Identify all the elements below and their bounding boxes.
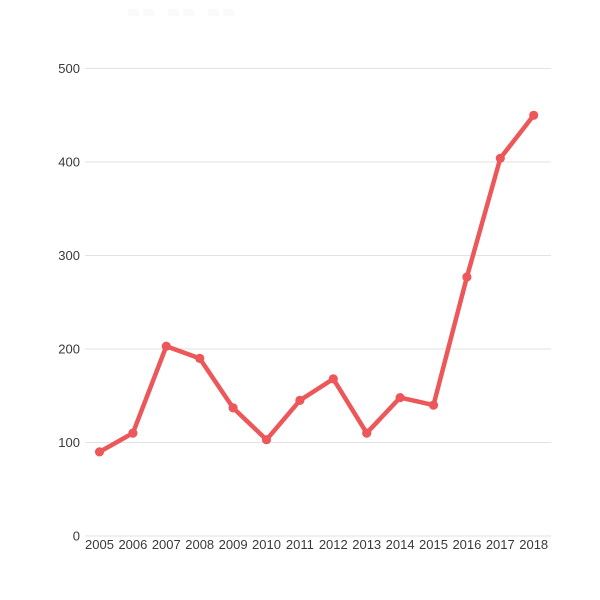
- x-tick-label: 2007: [152, 537, 181, 552]
- data-point: [328, 374, 338, 384]
- trend-line: [97, 113, 536, 455]
- x-tick-label: 2011: [286, 537, 314, 552]
- y-tick-label: 300: [58, 248, 80, 263]
- y-tick-label: 400: [58, 155, 80, 170]
- x-tick-label: 2009: [219, 537, 248, 552]
- x-tick-label: 2010: [252, 537, 281, 552]
- y-tick-label: 500: [58, 61, 80, 76]
- data-point: [161, 341, 171, 351]
- data-point: [529, 110, 539, 120]
- data-point: [261, 435, 272, 445]
- x-tick-label: 2013: [352, 537, 381, 552]
- data-point: [462, 272, 472, 282]
- x-tick-label: 2005: [85, 537, 114, 552]
- x-tick-label: 2014: [386, 537, 415, 552]
- data-point: [195, 353, 205, 363]
- data-point: [228, 403, 238, 413]
- x-tick-label: 2018: [519, 537, 548, 552]
- data-point: [362, 428, 372, 438]
- data-point: [495, 153, 505, 163]
- y-tick-label: 100: [58, 435, 80, 450]
- x-tick-label: 2017: [486, 537, 515, 552]
- data-point: [128, 428, 138, 438]
- x-tick-label: 2016: [452, 537, 481, 552]
- x-tick-label: 2012: [319, 537, 348, 552]
- data-point: [395, 393, 405, 403]
- y-tick-label: 200: [58, 342, 80, 357]
- data-point: [295, 395, 305, 405]
- y-tick-label: 0: [73, 529, 80, 544]
- x-tick-label: 2006: [118, 537, 147, 552]
- x-tick-label: 2008: [185, 537, 214, 552]
- data-point: [94, 447, 105, 457]
- x-tick-label: 2015: [419, 537, 448, 552]
- data-point: [428, 400, 439, 410]
